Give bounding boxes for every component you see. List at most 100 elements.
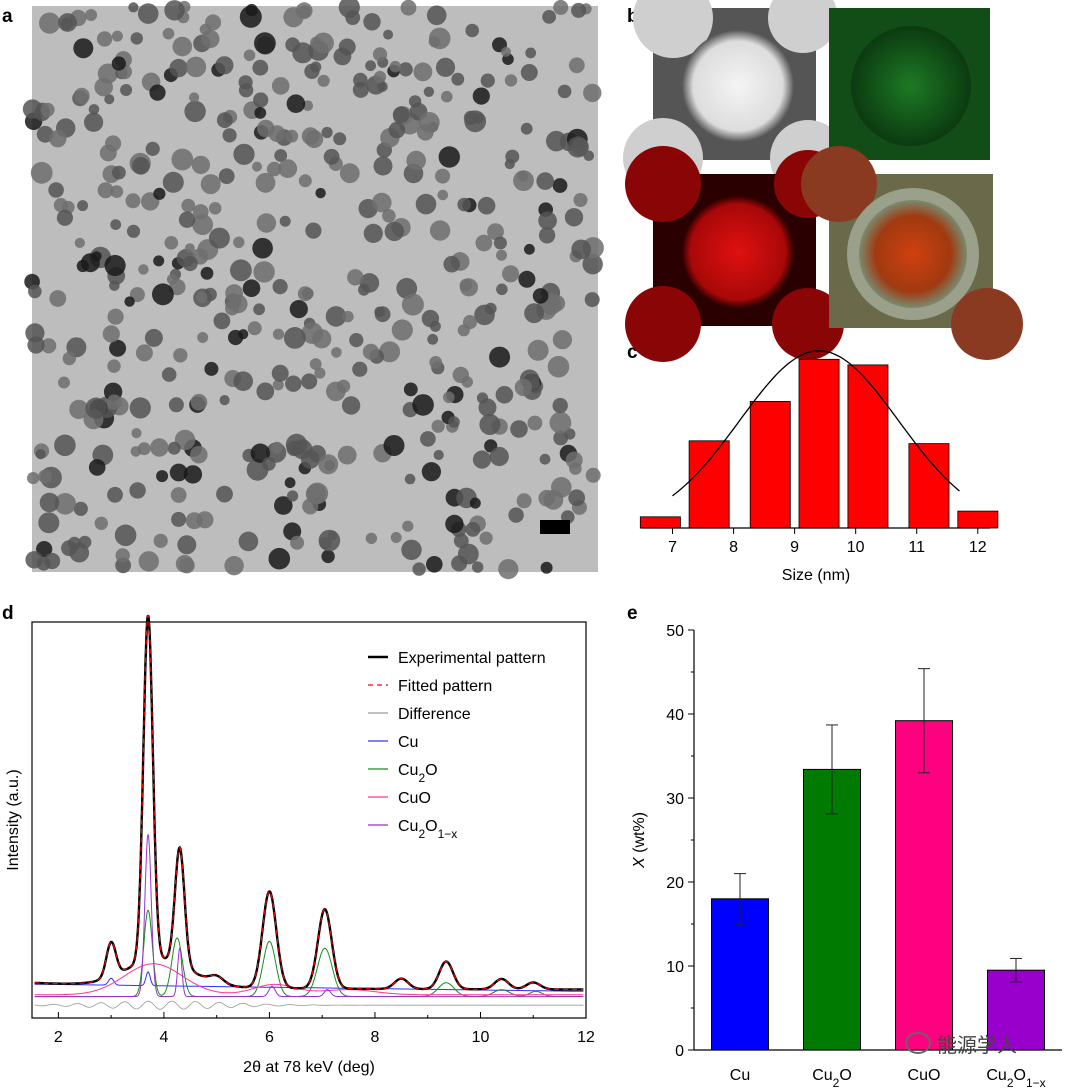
particle: [427, 333, 439, 345]
y-tick-label: 30: [666, 791, 684, 808]
particle: [568, 489, 586, 507]
particle: [525, 47, 537, 59]
particle: [389, 60, 402, 73]
particle: [38, 512, 60, 534]
particle: [478, 398, 497, 417]
x-axis-title: 2θ at 78 keV (deg): [243, 1059, 375, 1076]
particle: [374, 306, 391, 323]
series-fitted: [34, 615, 584, 990]
particle: [149, 84, 166, 101]
particle: [28, 284, 42, 299]
histogram-bar: [688, 440, 730, 529]
particle: [204, 361, 219, 376]
particle: [68, 536, 81, 550]
particle: [415, 193, 437, 215]
particle: [222, 128, 237, 143]
particle: [185, 56, 207, 78]
particle: [582, 254, 603, 275]
particle: [153, 533, 168, 548]
particle: [428, 27, 451, 50]
particle: [347, 269, 364, 286]
histogram-bar: [749, 401, 791, 529]
particle: [54, 434, 76, 457]
particle: [469, 497, 481, 509]
particle: [321, 549, 335, 564]
particle: [218, 168, 235, 185]
particle: [283, 327, 306, 349]
particle: [287, 490, 299, 502]
particle: [216, 112, 233, 129]
particle: [542, 10, 556, 24]
particle: [40, 102, 55, 117]
particle: [126, 224, 141, 238]
particle: [110, 185, 124, 199]
series-difference: [34, 1000, 584, 1010]
particle: [390, 532, 402, 543]
wechat-icon: [905, 1032, 931, 1054]
legend-label: Experimental pattern: [398, 650, 546, 667]
particle: [233, 371, 253, 392]
particle: [250, 443, 270, 463]
series-cu: [34, 971, 584, 992]
particle: [135, 344, 153, 362]
particle: [38, 469, 52, 484]
particle: [480, 73, 495, 88]
particle: [253, 303, 265, 316]
particle: [225, 284, 244, 302]
particle: [373, 156, 393, 176]
particle: [253, 92, 269, 108]
particle: [426, 556, 443, 573]
particle: [190, 393, 208, 411]
particle: [22, 99, 43, 119]
particle: [175, 554, 194, 573]
particle: [372, 192, 392, 213]
particle: [358, 283, 370, 296]
particle: [216, 485, 233, 503]
particle: [192, 214, 214, 236]
particle: [323, 148, 340, 165]
panel-label-a: a: [2, 6, 13, 27]
particle: [41, 338, 57, 354]
x-tick-label: 11: [908, 539, 925, 556]
particle: [552, 178, 568, 193]
particle: [372, 47, 388, 62]
particle: [130, 32, 143, 45]
particle: [109, 339, 127, 357]
particle: [272, 279, 288, 295]
particle: [271, 364, 289, 382]
particle: [520, 64, 538, 81]
particle: [169, 463, 188, 482]
particle: [510, 420, 528, 438]
particle: [137, 3, 159, 24]
particle: [152, 283, 174, 306]
particle: [225, 301, 240, 316]
legend-label: Difference: [398, 706, 471, 723]
y-tick-label: 10: [666, 959, 684, 976]
particle: [571, 239, 592, 260]
particle: [285, 129, 299, 143]
particle: [429, 220, 451, 241]
particle: [30, 161, 53, 184]
particle: [272, 379, 284, 391]
particle: [99, 144, 117, 162]
x-axis-title: Size (nm): [782, 567, 850, 584]
particle: [242, 279, 261, 298]
xrd-pattern: 2 4 6 8 10 12 2θ at 78 keV (deg) Intensity (a.u…: [5, 614, 595, 1076]
y-axis-title: Intensity (a.u.): [5, 769, 22, 870]
particle: [318, 529, 341, 552]
particle: [88, 104, 100, 115]
particle: [363, 13, 381, 31]
particle: [553, 0, 569, 15]
watermark-text: 能源学人: [937, 1032, 1017, 1057]
particle: [451, 72, 465, 86]
particle: [383, 29, 394, 40]
x-tick-label: 10: [847, 539, 865, 556]
particle: [518, 270, 536, 288]
particle: [215, 56, 234, 75]
particle: [110, 219, 122, 231]
particle: [451, 555, 468, 572]
particle: [452, 366, 469, 384]
particle: [301, 127, 320, 145]
particle: [199, 23, 212, 36]
series-cuo: [34, 963, 584, 996]
